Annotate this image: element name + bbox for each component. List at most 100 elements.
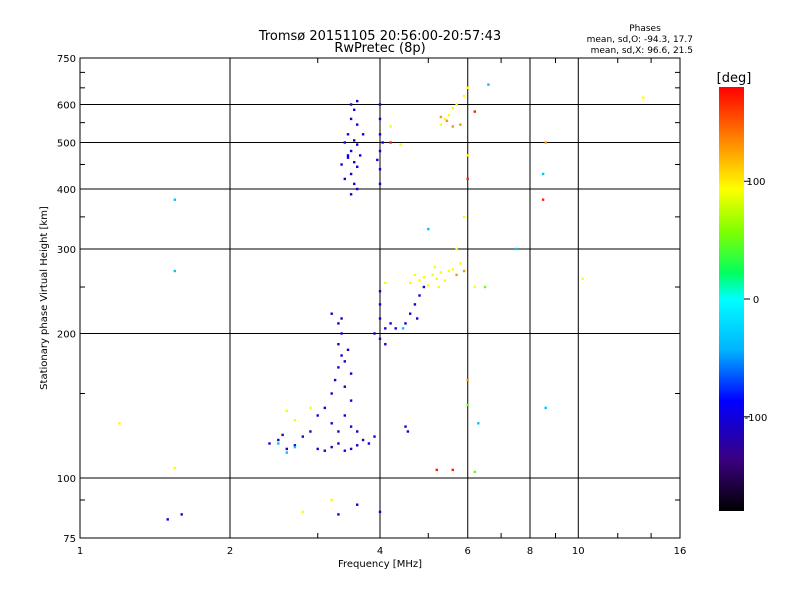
echo-point	[359, 154, 362, 157]
x-axis-ticks: 1 2 4 6 8 10 16	[77, 58, 687, 557]
echo-point	[462, 215, 466, 219]
echo-point	[384, 327, 387, 330]
plot-frame	[79, 57, 681, 539]
echo-point	[349, 372, 353, 375]
y-tick-label: 300	[57, 245, 76, 256]
echo-point	[378, 290, 382, 293]
echo-point	[477, 422, 480, 425]
echo-point	[376, 158, 379, 162]
echo-point	[285, 409, 288, 413]
echo-point	[409, 281, 412, 285]
echo-point	[451, 125, 454, 128]
echo-point	[466, 154, 469, 157]
echo-point	[118, 422, 121, 425]
echo-point	[447, 114, 451, 117]
echo-point	[378, 168, 382, 171]
echo-point	[389, 125, 392, 128]
y-tick-label: 600	[57, 101, 76, 112]
echo-point	[466, 403, 469, 407]
echo-point	[413, 273, 417, 277]
echo-point	[378, 182, 382, 186]
echo-point	[277, 442, 280, 445]
echo-point	[404, 425, 407, 428]
echo-point	[483, 285, 487, 289]
echo-point	[418, 294, 421, 297]
echo-point	[330, 445, 333, 449]
echo-point	[330, 392, 333, 395]
echo-point	[356, 123, 359, 126]
x-tick-label: 10	[572, 546, 585, 557]
echo-point	[439, 123, 443, 126]
echo-point	[301, 435, 304, 438]
echo-point	[462, 94, 466, 98]
x-tick-label: 16	[674, 546, 687, 557]
echo-point	[340, 354, 343, 357]
echo-point	[447, 269, 451, 273]
echo-point	[343, 141, 346, 144]
echo-point	[378, 103, 382, 106]
echo-point	[514, 247, 518, 251]
echo-point	[353, 139, 356, 142]
echo-point	[330, 422, 333, 425]
echo-point	[293, 419, 297, 422]
echo-point	[378, 337, 382, 340]
echo-point	[340, 317, 343, 320]
echo-point	[409, 312, 412, 315]
echo-point	[451, 268, 454, 271]
echo-point	[285, 447, 288, 451]
echo-point	[544, 406, 547, 410]
echo-point	[349, 103, 353, 106]
echo-point	[427, 227, 430, 231]
echo-point	[285, 451, 288, 454]
echo-point	[455, 273, 458, 277]
echo-point	[445, 119, 449, 122]
echo-point	[378, 133, 382, 136]
echo-point	[337, 366, 340, 369]
phases-o-stats: mean, sd,O: -94.3, 17.7	[587, 35, 693, 45]
y-tick-label: 500	[57, 139, 76, 150]
echo-point	[435, 277, 438, 280]
echo-point	[399, 143, 402, 146]
echo-point	[381, 141, 384, 144]
colorbar-tick-label: -100	[745, 413, 768, 424]
echo-point	[443, 117, 447, 121]
chart-title: Tromsø 20151105 20:56:00-20:57:43	[258, 29, 501, 44]
echo-point	[309, 406, 312, 410]
echo-point	[346, 154, 350, 157]
echo-point	[401, 327, 405, 330]
echo-point	[422, 285, 426, 289]
echo-point	[373, 332, 376, 335]
echo-point	[378, 117, 382, 121]
echo-point	[173, 466, 176, 470]
echo-point	[487, 83, 490, 86]
echo-point	[343, 385, 346, 388]
echo-point	[473, 285, 476, 289]
echo-point	[473, 470, 476, 474]
y-tick-label: 200	[57, 330, 76, 341]
colorbar-tick-label: 100	[746, 177, 765, 188]
echo-point	[346, 133, 350, 136]
echo-point	[459, 123, 462, 126]
echo-point	[378, 317, 382, 320]
echo-point	[337, 430, 340, 433]
echo-point	[346, 348, 350, 351]
echo-point	[316, 414, 319, 417]
echo-point	[356, 187, 359, 191]
echo-point	[337, 343, 340, 346]
echo-point	[394, 327, 397, 330]
echo-point	[439, 115, 443, 119]
echo-point	[413, 303, 417, 306]
y-axis-label: Stationary phase Virtual Height [km]	[39, 206, 50, 390]
echo-point	[541, 198, 545, 201]
colorbar	[719, 87, 744, 511]
echo-point	[378, 303, 382, 306]
x-tick-label: 8	[527, 546, 533, 557]
echo-point	[349, 447, 353, 451]
y-tick-label: 75	[63, 534, 76, 545]
echo-point	[389, 322, 392, 325]
echo-point	[356, 503, 359, 506]
chart-subtitle: RwPretec (8p)	[334, 41, 425, 56]
y-tick-label: 750	[57, 54, 76, 65]
echo-point	[356, 99, 359, 103]
